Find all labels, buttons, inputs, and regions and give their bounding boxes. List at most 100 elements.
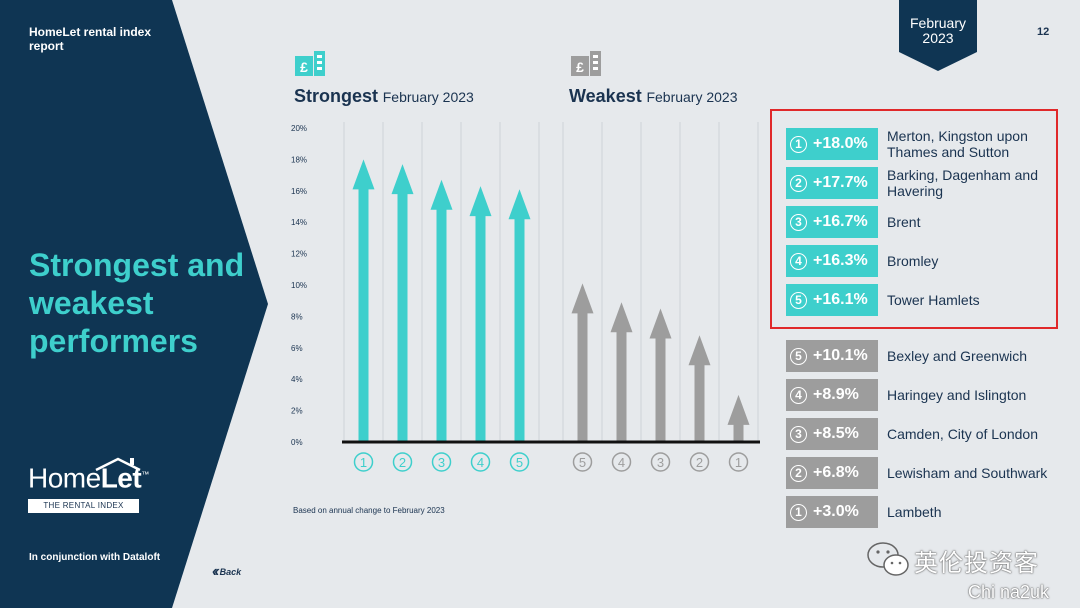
weak-category-label: 3 [657,455,664,470]
y-tick-label: 20% [291,124,307,133]
rank-number: 3 [790,425,807,443]
date-ribbon-shape [899,0,977,71]
rank-pill: 2 +17.7% [786,167,878,199]
sidebar: HomeLet rental index report Strongest an… [0,0,270,608]
y-tick-label: 8% [291,312,303,321]
rank-area: Bexley and Greenwich [887,348,1028,364]
strong-arrow-bar [352,159,375,442]
weak-arrow-bar [727,394,750,442]
rank-number: 4 [790,252,807,270]
strong-category-circle [509,452,530,472]
strong-arrow-bar [391,164,414,443]
rent-building-icon: £ [295,51,325,76]
weak-category-label: 1 [735,455,742,470]
strong-category-circle [470,452,491,472]
strong-arrow-bar [469,186,492,442]
conjunction-note: In conjunction with Dataloft [29,552,161,563]
weak-category-circle [572,452,593,472]
double-chevron-left-icon: ‹‹ [212,563,219,580]
date-text: February 2023 [899,16,977,46]
y-tick-label: 14% [291,218,307,227]
strong-category-circle [431,452,452,472]
wechat-icon [867,542,909,576]
rank-change: +10.1% [813,347,868,364]
strong-category-label: 4 [477,455,484,470]
roof-icon [95,457,141,472]
date-badge: February 2023 [899,0,977,72]
strong-category-label: 3 [438,455,445,470]
rank-change: +18.0% [813,135,868,152]
rank-area: Bromley [887,253,939,269]
weakest-heading: Weakest February 2023 [569,86,738,107]
logo-wordmark: HomeLet™ [28,462,149,494]
weak-category-circle [689,452,710,472]
rank-row: 1 +18.0% Merton, Kingston upon Thames and … [786,127,1066,161]
rank-row: 3 +16.7% Brent [786,205,1066,239]
rank-row: 3 +8.5% Camden, City of London [786,417,1066,451]
rank-change: +6.8% [813,464,859,481]
strong-arrow-bar [430,179,453,442]
strong-category-circle [353,452,374,472]
rank-number: 5 [790,291,807,309]
weak-category-label: 4 [618,455,625,470]
weakest-heading-bold: Weakest [569,86,642,106]
weak-arrow-bar [610,302,633,442]
y-tick-label: 0% [291,438,303,447]
rank-pill: 1 +18.0% [786,128,878,160]
logo-subtitle: THE RENTAL INDEX [28,499,139,514]
rank-number: 2 [790,464,807,482]
report-title: HomeLet rental index report [29,25,152,53]
rank-area: Brent [887,214,921,230]
strongest-heading: Strongest February 2023 [294,86,474,107]
rank-row: 4 +8.9% Haringey and Islington [786,378,1066,412]
rank-row: 2 +6.8% Lewisham and Southwark [786,456,1066,490]
y-tick-label: 4% [291,375,303,384]
weak-category-label: 2 [696,455,703,470]
rank-pill: 5 +16.1% [786,284,878,316]
weak-category-label: 5 [579,455,586,470]
homelet-logo: HomeLet™ THE RENTAL INDEX [28,457,149,514]
arrow-bar-chart: 0% 2% 4% 6% 8% 10% 12% 14% 16% 18% 20% 1 2 3 4 5 5 4 3 2 1 [291,122,760,472]
weak-arrow-bar [688,335,711,442]
rank-pill: 1 +3.0% [786,496,878,528]
rank-pill: 3 +16.7% [786,206,878,238]
date-month: February [909,15,967,31]
page-number: 12 [1037,26,1050,38]
strong-category-label: 5 [516,455,523,470]
rank-change: +16.1% [813,291,868,308]
strongest-heading-sub: February 2023 [382,89,474,105]
y-tick-label: 2% [291,407,303,416]
rent-building-icon-grey: £ [571,51,601,76]
rank-pill: 3 +8.5% [786,418,878,450]
rank-row: 5 +16.1% Tower Hamlets [786,283,1066,317]
rank-change: +16.3% [813,252,868,269]
back-link[interactable]: ‹‹ Back [212,563,241,581]
rank-area: Lambeth [887,504,942,520]
rank-area: Haringey and Islington [887,387,1027,403]
rank-area: Barking, Dagenham and Havering [887,167,1038,199]
rank-row: 4 +16.3% Bromley [786,244,1066,278]
rank-change: +8.9% [813,386,859,403]
watermark: 英伦投资客 Chi na2uk [860,540,1060,602]
sidebar-background [0,0,268,608]
rank-number: 4 [790,386,807,404]
svg-text:£: £ [576,59,584,75]
section-title: Strongest and weakest performers [29,247,245,359]
rank-number: 2 [790,174,807,192]
y-tick-label: 16% [291,187,307,196]
svg-text:£: £ [300,59,308,75]
rank-number: 5 [790,347,807,365]
rank-change: +8.5% [813,425,859,442]
highlight-box [770,109,1058,329]
weak-arrow-bar [649,308,672,442]
rank-area: Lewisham and Southwark [887,465,1048,481]
weak-arrow-bar [571,283,594,442]
watermark-text: 英伦投资客 [914,550,1039,577]
strong-category-label: 2 [399,455,406,470]
chart-footnote: Based on annual change to February 2023 [293,506,445,515]
rank-pill: 4 +16.3% [786,245,878,277]
weak-category-circle [728,452,749,472]
y-tick-label: 18% [291,155,307,164]
rank-change: +16.7% [813,213,868,230]
rank-number: 1 [790,503,807,521]
